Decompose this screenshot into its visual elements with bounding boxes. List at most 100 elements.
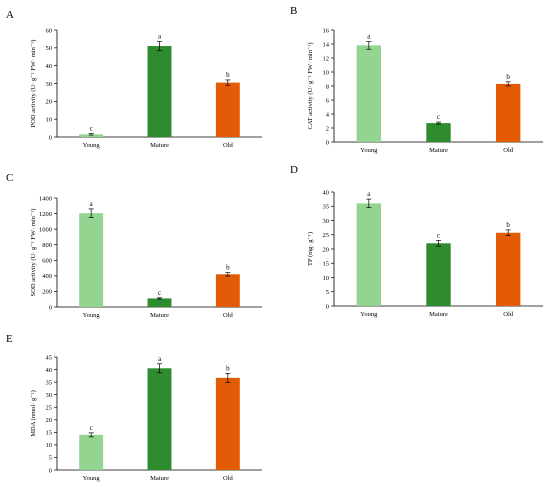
y-tick-label: 12	[323, 55, 330, 62]
x-tick-label: Mature	[150, 142, 169, 149]
y-tick-label: 0	[49, 304, 52, 311]
y-tick-label: 1400	[39, 195, 52, 202]
x-tick-label: Mature	[150, 312, 169, 319]
significance-label: c	[90, 125, 93, 133]
y-tick-label: 10	[323, 275, 330, 282]
x-tick-label: Young	[360, 147, 378, 154]
bar-young	[79, 134, 104, 137]
x-tick-label: Old	[223, 142, 234, 149]
y-tick-label: 2	[326, 125, 329, 132]
y-tick-label: 40	[46, 63, 53, 70]
y-tick-label: 15	[46, 430, 53, 437]
panel-letter: B	[290, 5, 297, 17]
significance-label: b	[226, 364, 230, 372]
panel-b: B 0 2 4 6 8 10 12 14 16 CAT activity (U· g⁻¹ FW· m…	[290, 5, 543, 154]
bar-young	[356, 203, 382, 306]
y-tick-label: 600	[42, 258, 52, 265]
y-axis-label: CAT activity (U· g⁻¹ FW· min⁻¹)	[307, 42, 314, 129]
panel-a: A 0 10 20 30 40 50 60 POD activity (U· g⁻¹ FW· m…	[6, 9, 262, 149]
y-tick-label: 10	[46, 442, 53, 449]
y-tick-label: 60	[46, 27, 53, 34]
bar-old	[215, 82, 240, 137]
significance-label: a	[158, 355, 162, 363]
y-tick-label: 200	[42, 289, 52, 296]
bar-old	[215, 274, 240, 307]
y-tick-label: 0	[49, 467, 52, 474]
y-tick-label: 45	[46, 354, 53, 361]
bar-mature	[147, 298, 172, 307]
bar-mature	[426, 123, 451, 142]
bar-old	[215, 377, 240, 470]
x-tick-label: Mature	[429, 147, 448, 154]
x-tick-label: Mature	[429, 311, 448, 318]
bar-old	[495, 232, 521, 306]
y-tick-label: 14	[323, 41, 330, 48]
y-tick-label: 30	[46, 392, 53, 399]
significance-label: a	[158, 33, 162, 41]
bar-young	[79, 213, 104, 307]
y-tick-label: 30	[323, 218, 330, 225]
panel-letter: A	[6, 9, 14, 21]
x-tick-label: Young	[83, 475, 101, 482]
significance-label: a	[367, 190, 371, 198]
bar-old	[495, 83, 521, 142]
y-tick-label: 20	[323, 246, 330, 253]
significance-label: a	[367, 33, 371, 41]
y-tick-label: 25	[46, 405, 53, 412]
significance-label: a	[90, 200, 94, 208]
x-tick-label: Young	[360, 311, 378, 318]
y-tick-label: 30	[46, 81, 53, 88]
y-tick-label: 8	[326, 83, 329, 90]
y-tick-label: 0	[326, 139, 329, 146]
x-tick-label: Old	[223, 475, 234, 482]
y-tick-label: 1200	[39, 211, 52, 218]
y-tick-label: 20	[46, 417, 53, 424]
y-tick-label: 10	[46, 116, 53, 123]
panel-e: E 0 5 10 15 20 25 30 35 40 45 MDA (nmol· g⁻¹) c Young…	[6, 333, 262, 482]
y-tick-label: 0	[326, 303, 329, 310]
significance-label: c	[158, 289, 161, 297]
panel-d: D 0 5 10 15 20 25 30 35 40 TP (mg· g⁻¹) a Young c Matu…	[290, 164, 543, 318]
y-tick-label: 15	[323, 261, 330, 268]
x-tick-label: Old	[503, 311, 514, 318]
y-tick-label: 50	[46, 45, 53, 52]
y-axis-label: SOD activity (U· g⁻¹ FW· min⁻¹)	[30, 209, 37, 297]
x-tick-label: Old	[503, 147, 514, 154]
y-tick-label: 35	[323, 204, 330, 211]
x-tick-label: Young	[83, 142, 101, 149]
y-tick-label: 6	[326, 97, 330, 104]
x-tick-label: Young	[83, 312, 101, 319]
y-tick-label: 10	[323, 69, 330, 76]
bar-mature	[147, 46, 172, 137]
bar-young	[79, 434, 104, 470]
y-tick-label: 1000	[39, 226, 52, 233]
significance-label: b	[506, 73, 510, 81]
y-tick-label: 40	[46, 367, 53, 374]
significance-label: b	[506, 221, 510, 229]
bar-mature	[147, 368, 172, 470]
y-tick-label: 20	[46, 99, 53, 106]
y-tick-label: 16	[323, 27, 330, 34]
y-tick-label: 4	[326, 111, 330, 118]
y-tick-label: 5	[49, 455, 52, 462]
panel-letter: C	[6, 172, 13, 184]
x-tick-label: Mature	[150, 475, 169, 482]
y-axis-label: POD activity (U· g⁻¹ FW· min⁻¹)	[30, 40, 37, 128]
y-tick-label: 400	[42, 273, 52, 280]
panel-letter: E	[6, 333, 13, 345]
y-tick-label: 0	[49, 134, 52, 141]
significance-label: c	[437, 231, 440, 239]
y-tick-label: 35	[46, 379, 53, 386]
significance-label: b	[226, 264, 230, 272]
y-axis-label: TP (mg· g⁻¹)	[307, 232, 314, 266]
bar-mature	[426, 243, 451, 306]
significance-label: b	[226, 71, 230, 79]
y-axis-label: MDA (nmol· g⁻¹)	[30, 390, 37, 437]
significance-label: c	[90, 424, 93, 432]
y-tick-label: 40	[323, 189, 330, 196]
bar-young	[356, 45, 382, 142]
x-tick-label: Old	[223, 312, 234, 319]
significance-label: c	[437, 113, 440, 121]
